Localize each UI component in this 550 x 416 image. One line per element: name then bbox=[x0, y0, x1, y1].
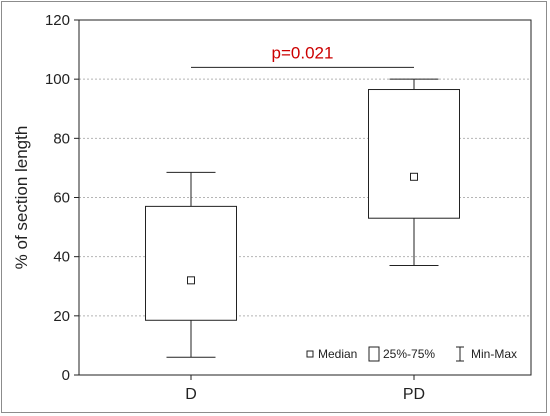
y-tick-label-60: 60 bbox=[53, 190, 70, 207]
legend-label-whisker: Min-Max bbox=[471, 347, 517, 361]
significance-annotation: p=0.021 bbox=[191, 43, 414, 68]
box-D bbox=[145, 171, 237, 358]
legend-box-icon bbox=[368, 346, 380, 362]
legend-label-median: Median bbox=[318, 347, 357, 361]
y-tick-label-0: 0 bbox=[62, 367, 70, 384]
y-tick-label-80: 80 bbox=[53, 130, 70, 147]
y-axis-label: % of section length bbox=[12, 126, 31, 270]
legend-label-box: 25%-75% bbox=[383, 347, 435, 361]
p-value-label: p=0.021 bbox=[272, 43, 334, 62]
iqr-box-PD bbox=[368, 89, 460, 219]
x-tick-label-PD: PD bbox=[403, 386, 425, 403]
legend: Median 25%-75% Min-Max bbox=[306, 346, 517, 362]
x-tick-labels: D PD bbox=[185, 386, 425, 403]
y-tick-label-40: 40 bbox=[53, 249, 70, 266]
y-tick-labels: 0 20 40 60 80 100 120 bbox=[45, 12, 70, 384]
y-tick-label-120: 120 bbox=[45, 12, 70, 29]
y-tick-label-20: 20 bbox=[53, 308, 70, 325]
x-tick-label-D: D bbox=[185, 386, 197, 403]
legend-median-icon bbox=[306, 350, 314, 358]
axes bbox=[74, 19, 532, 380]
median-marker-D bbox=[187, 276, 195, 285]
plot-area-border bbox=[78, 19, 532, 376]
iqr-box-D bbox=[145, 205, 237, 321]
boxes bbox=[145, 78, 460, 358]
box-PD bbox=[368, 78, 460, 267]
median-marker-PD bbox=[410, 172, 418, 181]
y-tick-label-100: 100 bbox=[45, 71, 70, 88]
